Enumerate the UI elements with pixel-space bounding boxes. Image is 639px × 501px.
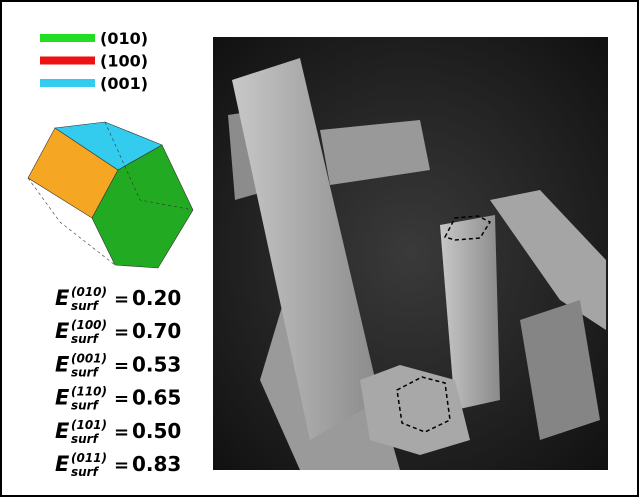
energy-value: 0.50 — [132, 419, 181, 443]
energy-subscript: surf — [71, 432, 100, 446]
energy-equals: = — [114, 455, 129, 476]
legend-swatch — [40, 79, 95, 87]
energy-symbol: E — [55, 386, 70, 410]
energy-value: 0.53 — [132, 352, 181, 376]
energy-equals: = — [114, 355, 129, 376]
energy-superscript: (001) — [71, 351, 107, 365]
sem-image — [213, 37, 608, 470]
energy-equals: = — [114, 289, 129, 310]
energy-equals: = — [114, 389, 129, 410]
energy-value: 0.65 — [132, 386, 181, 410]
energy-subscript: surf — [71, 332, 100, 346]
legend-swatch — [40, 34, 95, 42]
energy-subscript: surf — [71, 465, 100, 479]
energy-symbol: E — [55, 352, 70, 376]
energy-superscript: (101) — [71, 418, 107, 432]
energy-value: 0.70 — [132, 319, 181, 343]
legend-label: (010) — [100, 29, 148, 48]
polyhedron — [27, 121, 194, 269]
energy-subscript: surf — [71, 399, 100, 413]
legend-label: (001) — [100, 74, 148, 93]
energy-superscript: (110) — [71, 385, 107, 399]
energy-value: 0.83 — [132, 452, 181, 476]
energy-symbol: E — [55, 419, 70, 443]
legend-label: (100) — [100, 52, 148, 71]
legend-swatch — [40, 56, 95, 65]
energy-symbol: E — [55, 319, 70, 343]
energy-superscript: (100) — [71, 318, 107, 332]
energy-list: E (010)surf = 0.20E (100)surf = 0.70E (001)surf… — [55, 285, 181, 479]
energy-subscript: surf — [71, 299, 100, 313]
energy-subscript: surf — [71, 365, 100, 379]
energy-superscript: (010) — [71, 285, 107, 299]
energy-superscript: (011) — [71, 451, 107, 465]
energy-equals: = — [114, 422, 129, 443]
energy-symbol: E — [55, 286, 70, 310]
energy-equals: = — [114, 322, 129, 343]
energy-symbol: E — [55, 452, 70, 476]
legend: (010) (100) (001) — [40, 29, 148, 93]
energy-value: 0.20 — [132, 286, 181, 310]
